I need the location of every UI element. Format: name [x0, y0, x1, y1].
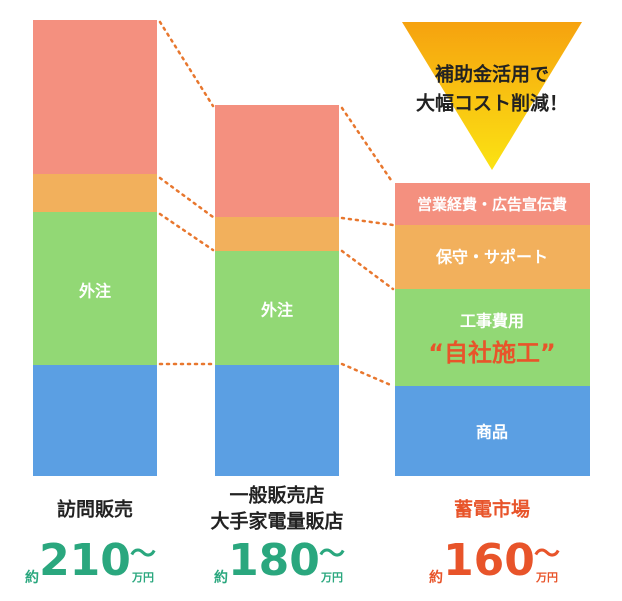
callout-line: 補助金活用で: [434, 63, 549, 86]
price-tilde: 〜: [130, 540, 156, 570]
segment-label: 保守・サポート: [435, 248, 548, 267]
segment: [215, 105, 339, 217]
bar-store: 外注: [215, 105, 339, 476]
reduction-arrow: [402, 22, 582, 170]
segment: [215, 365, 339, 476]
price-unit: 万円: [131, 571, 154, 584]
segment-highlight: “自社施工”: [428, 339, 556, 367]
segment: [215, 217, 339, 251]
price-tilde: 〜: [319, 540, 345, 570]
price: 210: [39, 535, 131, 586]
column-name: 大手家電量販店: [210, 510, 343, 533]
segment: [33, 365, 157, 476]
price-tilde: 〜: [534, 540, 560, 570]
price-prefix: 約: [25, 569, 39, 586]
segment-label: 外注: [78, 282, 111, 301]
price-prefix: 約: [429, 569, 443, 586]
price: 180: [228, 535, 320, 586]
price: 160: [443, 535, 535, 586]
column-name: 蓄電市場: [454, 498, 530, 521]
segment: [395, 386, 590, 476]
segment-label: 工事費用: [460, 312, 524, 331]
segment: [395, 225, 590, 289]
segment-label: 商品: [476, 423, 508, 442]
segment-label: 外注: [260, 301, 293, 320]
price-unit: 万円: [535, 571, 558, 584]
price-prefix: 約: [214, 569, 228, 586]
segment: [395, 289, 590, 386]
segment: [395, 183, 590, 225]
bar-storage: 営業経費・広告宣伝費 保守・サポート 工事費用 “自社施工” 商品: [395, 183, 590, 476]
segment-label: 営業経費・広告宣伝費: [417, 196, 567, 214]
connectors: [158, 20, 395, 388]
segment: [33, 212, 157, 365]
segment: [33, 174, 157, 212]
price-store: 約 180 〜 万円: [214, 535, 345, 586]
column-name: 一般販売店: [229, 484, 324, 507]
segment: [215, 251, 339, 365]
callout-line: 大幅コスト削減！: [416, 92, 568, 115]
bar-visit: 外注: [33, 20, 157, 476]
price-unit: 万円: [320, 571, 343, 584]
column-name: 訪問販売: [57, 498, 133, 521]
price-visit: 約 210 〜 万円: [25, 535, 156, 586]
segment: [33, 20, 157, 174]
price-storage: 約 160 〜 万円: [429, 535, 560, 586]
